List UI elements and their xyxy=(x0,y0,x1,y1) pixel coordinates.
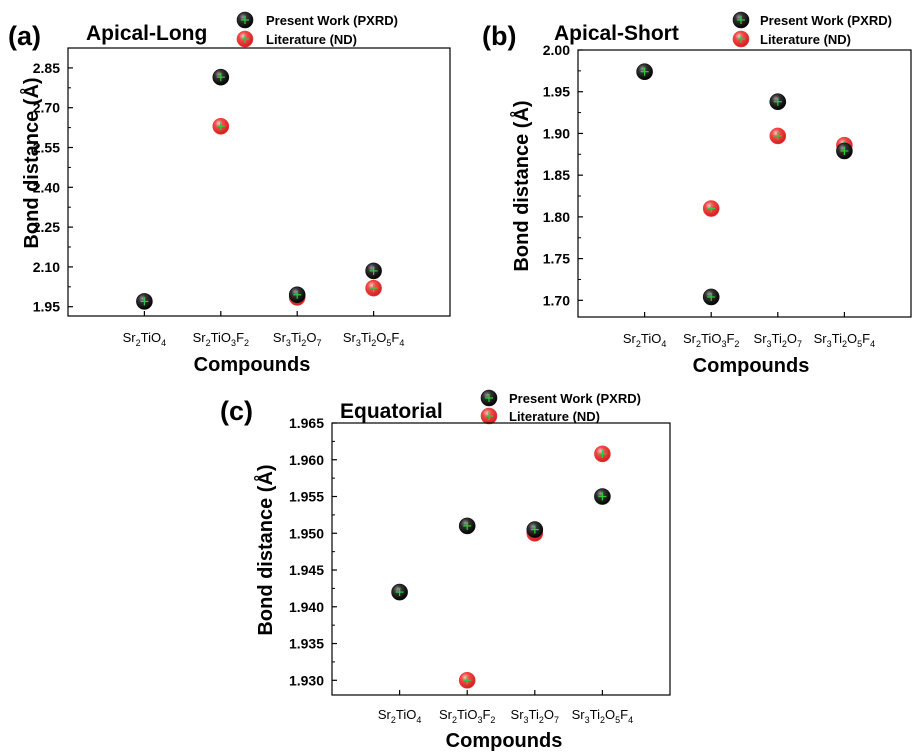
data-point-c-literature-3 xyxy=(594,445,611,463)
legend-label-literature-a: Literature (ND) xyxy=(266,32,357,47)
y-tick-label-b-0: 1.70 xyxy=(543,292,570,308)
y-tick-label-b-5: 1.95 xyxy=(543,84,570,100)
y-tick-label-c-4: 1.950 xyxy=(289,525,324,541)
legend-marker-literature-a xyxy=(236,30,254,48)
y-tick-label-c-1: 1.935 xyxy=(289,636,324,652)
x-tick-label-b-0: Sr2TiO4 xyxy=(623,331,667,349)
data-point-a-present-0 xyxy=(136,293,153,310)
y-axis-title-b: Bond distance (Å) xyxy=(509,100,533,271)
chart-title-b: Apical-Short xyxy=(554,22,679,45)
x-tick-label-c-3: Sr3Ti2O5F4 xyxy=(572,707,634,725)
panel-label-a: (a) xyxy=(8,21,41,51)
x-tick-label-c-1: Sr2TiO3F2 xyxy=(439,707,495,725)
data-point-b-present-1 xyxy=(702,288,720,306)
legend-marker-literature-a-dot xyxy=(236,30,254,48)
data-point-c-present-3 xyxy=(594,488,611,505)
data-point-b-present-2 xyxy=(769,93,787,111)
legend-marker-present-b-dot xyxy=(732,11,750,29)
plot-frame-a xyxy=(67,47,451,317)
panel-label-b: (b) xyxy=(482,21,516,51)
y-tick-label-a-6: 2.85 xyxy=(33,60,60,76)
y-tick-label-a-2: 2.25 xyxy=(33,219,60,235)
data-point-a-present-2 xyxy=(288,286,306,304)
data-point-c-present-0 xyxy=(391,583,408,601)
y-tick-label-c-7: 1.965 xyxy=(289,415,324,431)
x-axis-title-b: Compounds xyxy=(693,355,810,377)
data-point-a-literature-1 xyxy=(212,117,230,135)
legend-label-literature-b: Literature (ND) xyxy=(760,32,851,47)
data-point-c-literature-1 xyxy=(458,671,476,689)
data-point-c-present-2 xyxy=(526,521,544,538)
x-tick-label-c-0: Sr2TiO4 xyxy=(378,707,422,725)
panel-label-c: (c) xyxy=(220,396,253,426)
x-tick-label-a-2: Sr3Ti2O7 xyxy=(273,330,322,348)
x-axis-title-a: Compounds xyxy=(194,354,311,376)
legend-marker-present-b xyxy=(732,11,750,29)
legend-c: Present Work (PXRD) Literature (ND) xyxy=(480,389,641,425)
data-point-c-present-1 xyxy=(458,517,476,535)
y-tick-label-b-6: 2.00 xyxy=(543,42,570,58)
panel-apical-long: (a) Apical-Long Present Work (PXRD) Lite… xyxy=(8,11,451,376)
data-point-b-present-3 xyxy=(836,142,853,160)
plot-frame-b xyxy=(577,49,912,318)
y-tick-label-a-5: 2.70 xyxy=(33,100,60,116)
y-tick-label-b-1: 1.75 xyxy=(543,251,570,267)
y-tick-label-a-0: 1.95 xyxy=(33,299,60,315)
legend-marker-literature-b-dot xyxy=(732,30,750,48)
x-tick-label-a-1: Sr2TiO3F2 xyxy=(193,330,249,348)
legend-a: Present Work (PXRD) Literature (ND) xyxy=(236,11,398,48)
y-tick-label-b-4: 1.90 xyxy=(543,125,570,141)
data-point-b-literature-1 xyxy=(702,200,720,217)
plot-area-b: 1.70 1.75 1.80 1.85 1.90 1.95 2.00 Sr2TiO4 Sr2Ti… xyxy=(543,42,912,349)
legend-marker-present-c xyxy=(480,389,498,407)
y-tick-label-a-1: 2.10 xyxy=(33,259,60,275)
y-tick-label-a-3: 2.40 xyxy=(33,179,60,195)
data-point-b-literature-2 xyxy=(769,127,787,145)
x-tick-label-b-1: Sr2TiO3F2 xyxy=(683,331,739,349)
data-point-a-present-3 xyxy=(365,262,382,280)
legend-label-present-a: Present Work (PXRD) xyxy=(266,13,398,28)
y-tick-label-c-0: 1.930 xyxy=(289,672,324,688)
y-tick-label-c-5: 1.955 xyxy=(289,489,324,505)
data-point-a-literature-3 xyxy=(365,279,382,297)
y-tick-label-b-2: 1.80 xyxy=(543,209,570,225)
x-tick-label-b-3: Sr3Ti2O5F4 xyxy=(814,331,876,349)
panel-apical-short: (b) Apical-Short Present Work (PXRD) Lit… xyxy=(482,11,912,377)
y-tick-label-c-3: 1.945 xyxy=(289,562,324,578)
y-tick-label-a-4: 2.55 xyxy=(33,140,60,156)
legend-marker-literature-b xyxy=(732,30,750,48)
legend-marker-present-a xyxy=(236,11,254,29)
y-axis-title-a: Bond distance (Å) xyxy=(19,77,43,248)
y-tick-label-c-2: 1.940 xyxy=(289,599,324,615)
data-point-a-present-1 xyxy=(212,68,230,86)
y-tick-label-b-3: 1.85 xyxy=(543,167,570,183)
y-axis-title-c: Bond distance (Å) xyxy=(253,464,277,635)
plot-area-a: 1.95 2.10 2.25 2.40 2.55 2.70 2.85 Sr2TiO4 Sr2Ti… xyxy=(33,47,451,348)
legend-label-present-b: Present Work (PXRD) xyxy=(760,13,892,28)
legend-b: Present Work (PXRD) Literature (ND) xyxy=(732,11,892,48)
legend-marker-literature-c-dot xyxy=(480,407,498,425)
data-point-b-present-0 xyxy=(636,63,653,80)
x-tick-label-a-0: Sr2TiO4 xyxy=(123,330,167,348)
x-tick-label-c-2: Sr3Ti2O7 xyxy=(511,707,560,725)
legend-marker-present-c-dot xyxy=(480,389,498,407)
y-tick-label-c-6: 1.960 xyxy=(289,452,324,468)
plot-area-c: 1.930 1.935 1.940 1.945 1.950 1.955 1.960 1.965… xyxy=(289,415,671,725)
legend-label-present-c: Present Work (PXRD) xyxy=(509,391,641,406)
x-axis-title-c: Compounds xyxy=(446,730,563,752)
x-tick-label-a-3: Sr3Ti2O5F4 xyxy=(343,330,405,348)
x-tick-label-b-2: Sr3Ti2O7 xyxy=(754,331,803,349)
legend-marker-literature-c xyxy=(480,407,498,425)
chart-title-a: Apical-Long xyxy=(86,22,207,45)
plot-frame-c xyxy=(331,422,671,696)
panel-equatorial: (c) Equatorial Present Work (PXRD) Liter… xyxy=(220,389,671,752)
legend-marker-present-a-dot xyxy=(236,11,254,29)
legend-label-literature-c: Literature (ND) xyxy=(509,409,600,424)
chart-title-c: Equatorial xyxy=(340,400,443,423)
